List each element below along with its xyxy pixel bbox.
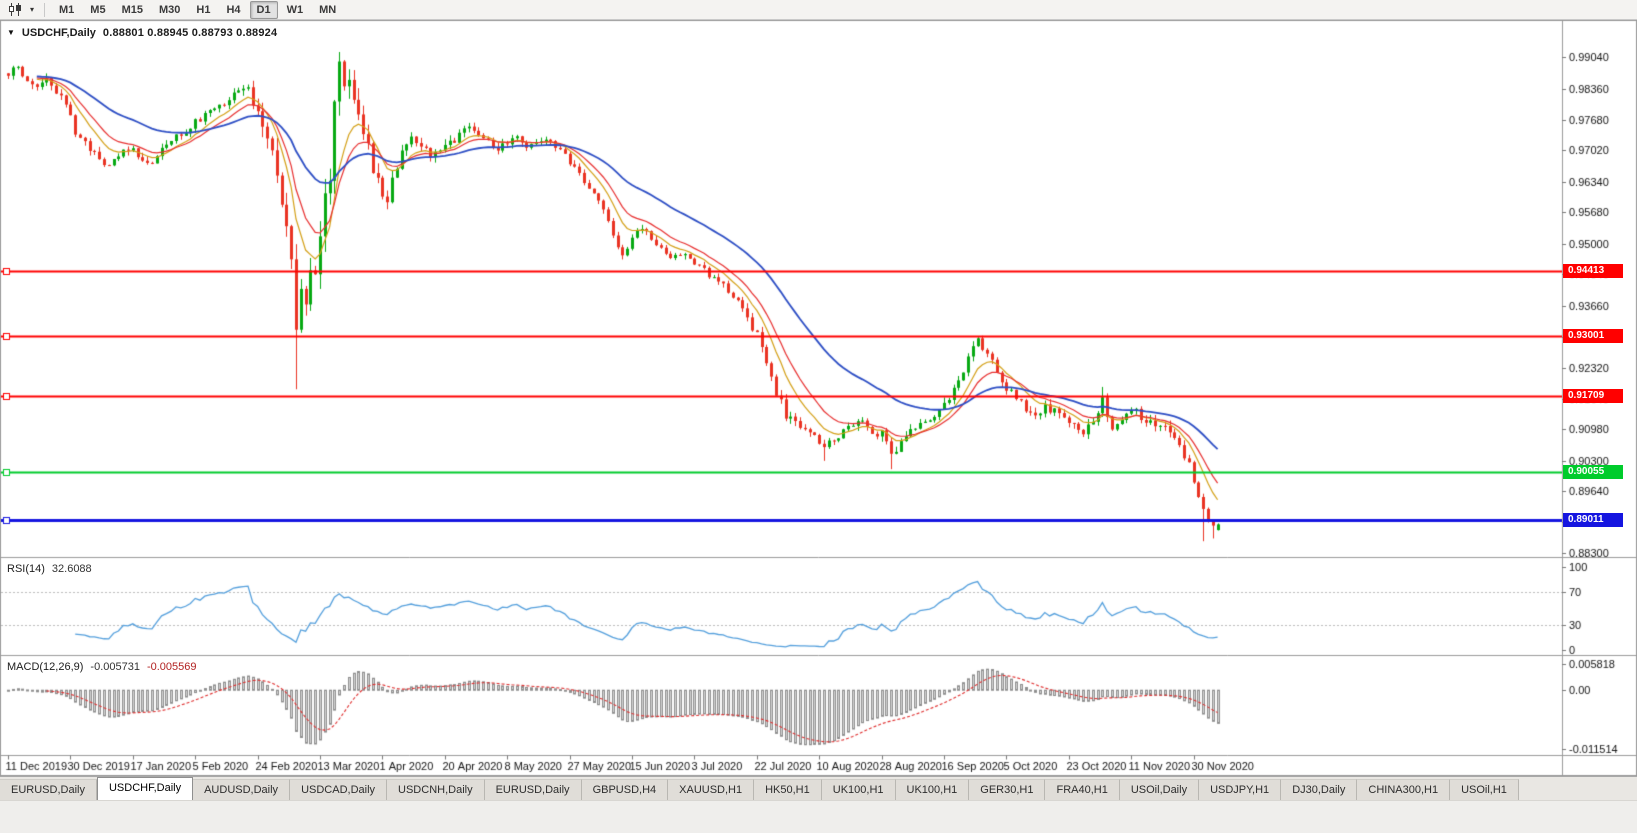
toolbar-separator	[44, 2, 45, 17]
chart-title: ▼ USDCHF,Daily 0.88801 0.88945 0.88793 0…	[7, 27, 277, 39]
chart-ohlc-values: 0.88801 0.88945 0.88793 0.88924	[102, 27, 278, 39]
chart-tab-china300-h1[interactable]: CHINA300,H1	[1357, 779, 1451, 800]
chevron-down-icon[interactable]: ▾	[29, 5, 34, 14]
hline-price-label-0.93001: 0.93001	[1563, 329, 1623, 343]
rsi-indicator-label: RSI(14) 32.6088	[7, 563, 92, 575]
timeframe-button-h4[interactable]: H4	[226, 3, 241, 16]
chart-tab-eurusd-daily[interactable]: EURUSD,Daily	[484, 779, 582, 800]
macd-signal-value: -0.005569	[146, 661, 197, 673]
chart-tab-usdcnh-daily[interactable]: USDCNH,Daily	[387, 779, 485, 800]
status-bar-area	[0, 800, 1637, 833]
hline-price-label-0.89011: 0.89011	[1563, 513, 1623, 527]
timeframe-button-group: M1 M5 M15 M30 H1 H4 D1 W1 MN	[51, 0, 344, 19]
chart-tab-fra40-h1[interactable]: FRA40,H1	[1045, 779, 1120, 800]
chart-tab-uk100-h1[interactable]: UK100,H1	[821, 779, 896, 800]
timeframe-button-h1[interactable]: H1	[196, 3, 211, 16]
timeframe-button-m1[interactable]: M1	[59, 3, 75, 16]
timeframe-button-mn[interactable]: MN	[319, 3, 337, 16]
hline-price-label-0.90055: 0.90055	[1563, 465, 1623, 479]
chart-tab-hk50-h1[interactable]: HK50,H1	[754, 779, 822, 800]
chart-tab-usoil-daily[interactable]: USOil,Daily	[1119, 779, 1200, 800]
rsi-name: RSI(14)	[7, 563, 45, 575]
chart-tab-audusd-daily[interactable]: AUDUSD,Daily	[193, 779, 291, 800]
chart-tab-xauusd-h1[interactable]: XAUUSD,H1	[668, 779, 755, 800]
timeframe-button-m5[interactable]: M5	[90, 3, 106, 16]
macd-indicator-label: MACD(12,26,9) -0.005731 -0.005569	[7, 661, 197, 673]
chart-window: ▼ USDCHF,Daily 0.88801 0.88945 0.88793 0…	[0, 20, 1637, 776]
chart-tab-usoil-h1[interactable]: USOil,H1	[1450, 779, 1519, 800]
hline-price-label-0.91709: 0.91709	[1563, 389, 1623, 403]
chart-tab-ger30-h1[interactable]: GER30,H1	[969, 779, 1046, 800]
chart-tab-dj30-daily[interactable]: DJ30,Daily	[1281, 779, 1358, 800]
price-chart-canvas[interactable]	[0, 20, 1637, 776]
chart-type-candlestick-icon[interactable]	[4, 2, 26, 18]
toolbar: ▾ M1 M5 M15 M30 H1 H4 D1 W1 MN	[0, 0, 1637, 20]
timeframe-button-d1[interactable]: D1	[249, 0, 278, 19]
hline-price-label-0.94413: 0.94413	[1563, 264, 1623, 278]
macd-main-value: -0.005731	[90, 661, 140, 673]
timeframe-button-m30[interactable]: M30	[158, 3, 181, 16]
chart-tab-gbpusd-h4[interactable]: GBPUSD,H4	[581, 779, 669, 800]
chart-tab-eurusd-daily[interactable]: EURUSD,Daily	[0, 779, 97, 800]
chart-tab-usdjpy-h1[interactable]: USDJPY,H1	[1199, 779, 1282, 800]
chart-tab-usdchf-daily[interactable]: USDCHF,Daily	[96, 777, 194, 800]
chart-symbol-period: USDCHF,Daily	[21, 27, 96, 39]
timeframe-button-m15[interactable]: M15	[121, 3, 143, 16]
macd-name: MACD(12,26,9)	[7, 661, 84, 673]
rsi-value: 32.6088	[51, 563, 92, 575]
chart-tab-bar: EURUSD,Daily USDCHF,Daily AUDUSD,Daily USDC…	[0, 776, 1637, 800]
chart-tab-usdcad-daily[interactable]: USDCAD,Daily	[290, 779, 388, 800]
one-click-trading-arrow[interactable]: ▼	[7, 28, 15, 37]
timeframe-button-w1[interactable]: W1	[286, 3, 304, 16]
chart-tab-uk100-h1[interactable]: UK100,H1	[895, 779, 970, 800]
